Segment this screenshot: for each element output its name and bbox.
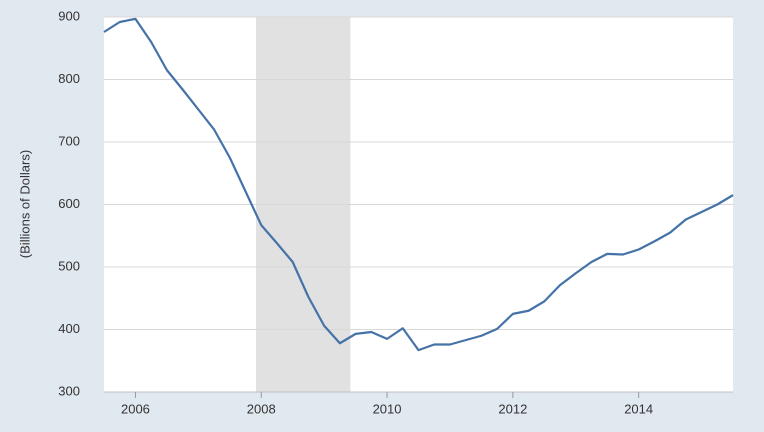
x-tick-label: 2008 <box>247 401 276 416</box>
y-tick-label: 400 <box>58 321 80 336</box>
y-tick-label: 700 <box>58 133 80 148</box>
y-tick-label: 600 <box>58 196 80 211</box>
x-tick-label: 2010 <box>373 401 402 416</box>
x-tick-label: 2006 <box>121 401 150 416</box>
data-line <box>103 17 734 352</box>
y-axis-label: (Billions of Dollars) <box>17 150 32 258</box>
x-tick-label: 2014 <box>624 401 653 416</box>
x-tick-label: 2012 <box>498 401 527 416</box>
y-tick-label: 900 <box>58 8 80 23</box>
y-tick-label: 500 <box>58 258 80 273</box>
y-tick-label: 300 <box>58 383 80 398</box>
y-tick-label: 800 <box>58 71 80 86</box>
